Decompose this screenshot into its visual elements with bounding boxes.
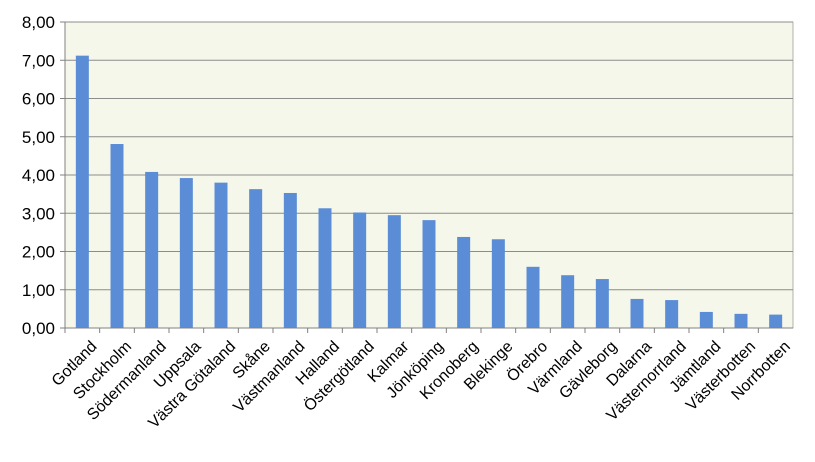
bar: [526, 266, 540, 328]
bar: [422, 220, 436, 328]
x-axis-category-labels: GotlandStockholmSödermanlandUppsalaVästr…: [49, 337, 794, 432]
y-tick-label: 5,00: [22, 128, 55, 147]
bar: [561, 275, 575, 328]
bar: [179, 178, 193, 328]
bar: [353, 212, 367, 328]
y-tick-label: 2,00: [22, 243, 55, 262]
bar: [595, 279, 609, 328]
bar: [110, 144, 124, 328]
y-axis-tick-labels: 0,00 1,00 2,00 3,00 4,00 5,00 6,00 7,00 8,00: [22, 13, 55, 338]
bar: [387, 215, 401, 328]
y-tick-label: 1,00: [22, 281, 55, 300]
bar: [318, 208, 332, 328]
y-tick-label: 4,00: [22, 166, 55, 185]
bar: [665, 300, 679, 328]
bars: [64, 55, 783, 333]
bar: [283, 192, 297, 328]
bar: [630, 298, 644, 328]
y-tick-label: 6,00: [22, 90, 55, 109]
bar: [457, 236, 471, 328]
bar: [75, 55, 89, 328]
y-tick-label: 3,00: [22, 204, 55, 223]
bar: [734, 313, 748, 328]
bar: [249, 189, 263, 328]
bar: [145, 171, 159, 328]
bar: [699, 311, 713, 328]
y-tick-label: 8,00: [22, 13, 55, 32]
y-tick-label: 7,00: [22, 51, 55, 70]
bar: [769, 314, 783, 328]
bar: [214, 182, 228, 328]
y-tick-label: 0,00: [22, 319, 55, 338]
bar: [491, 239, 505, 328]
